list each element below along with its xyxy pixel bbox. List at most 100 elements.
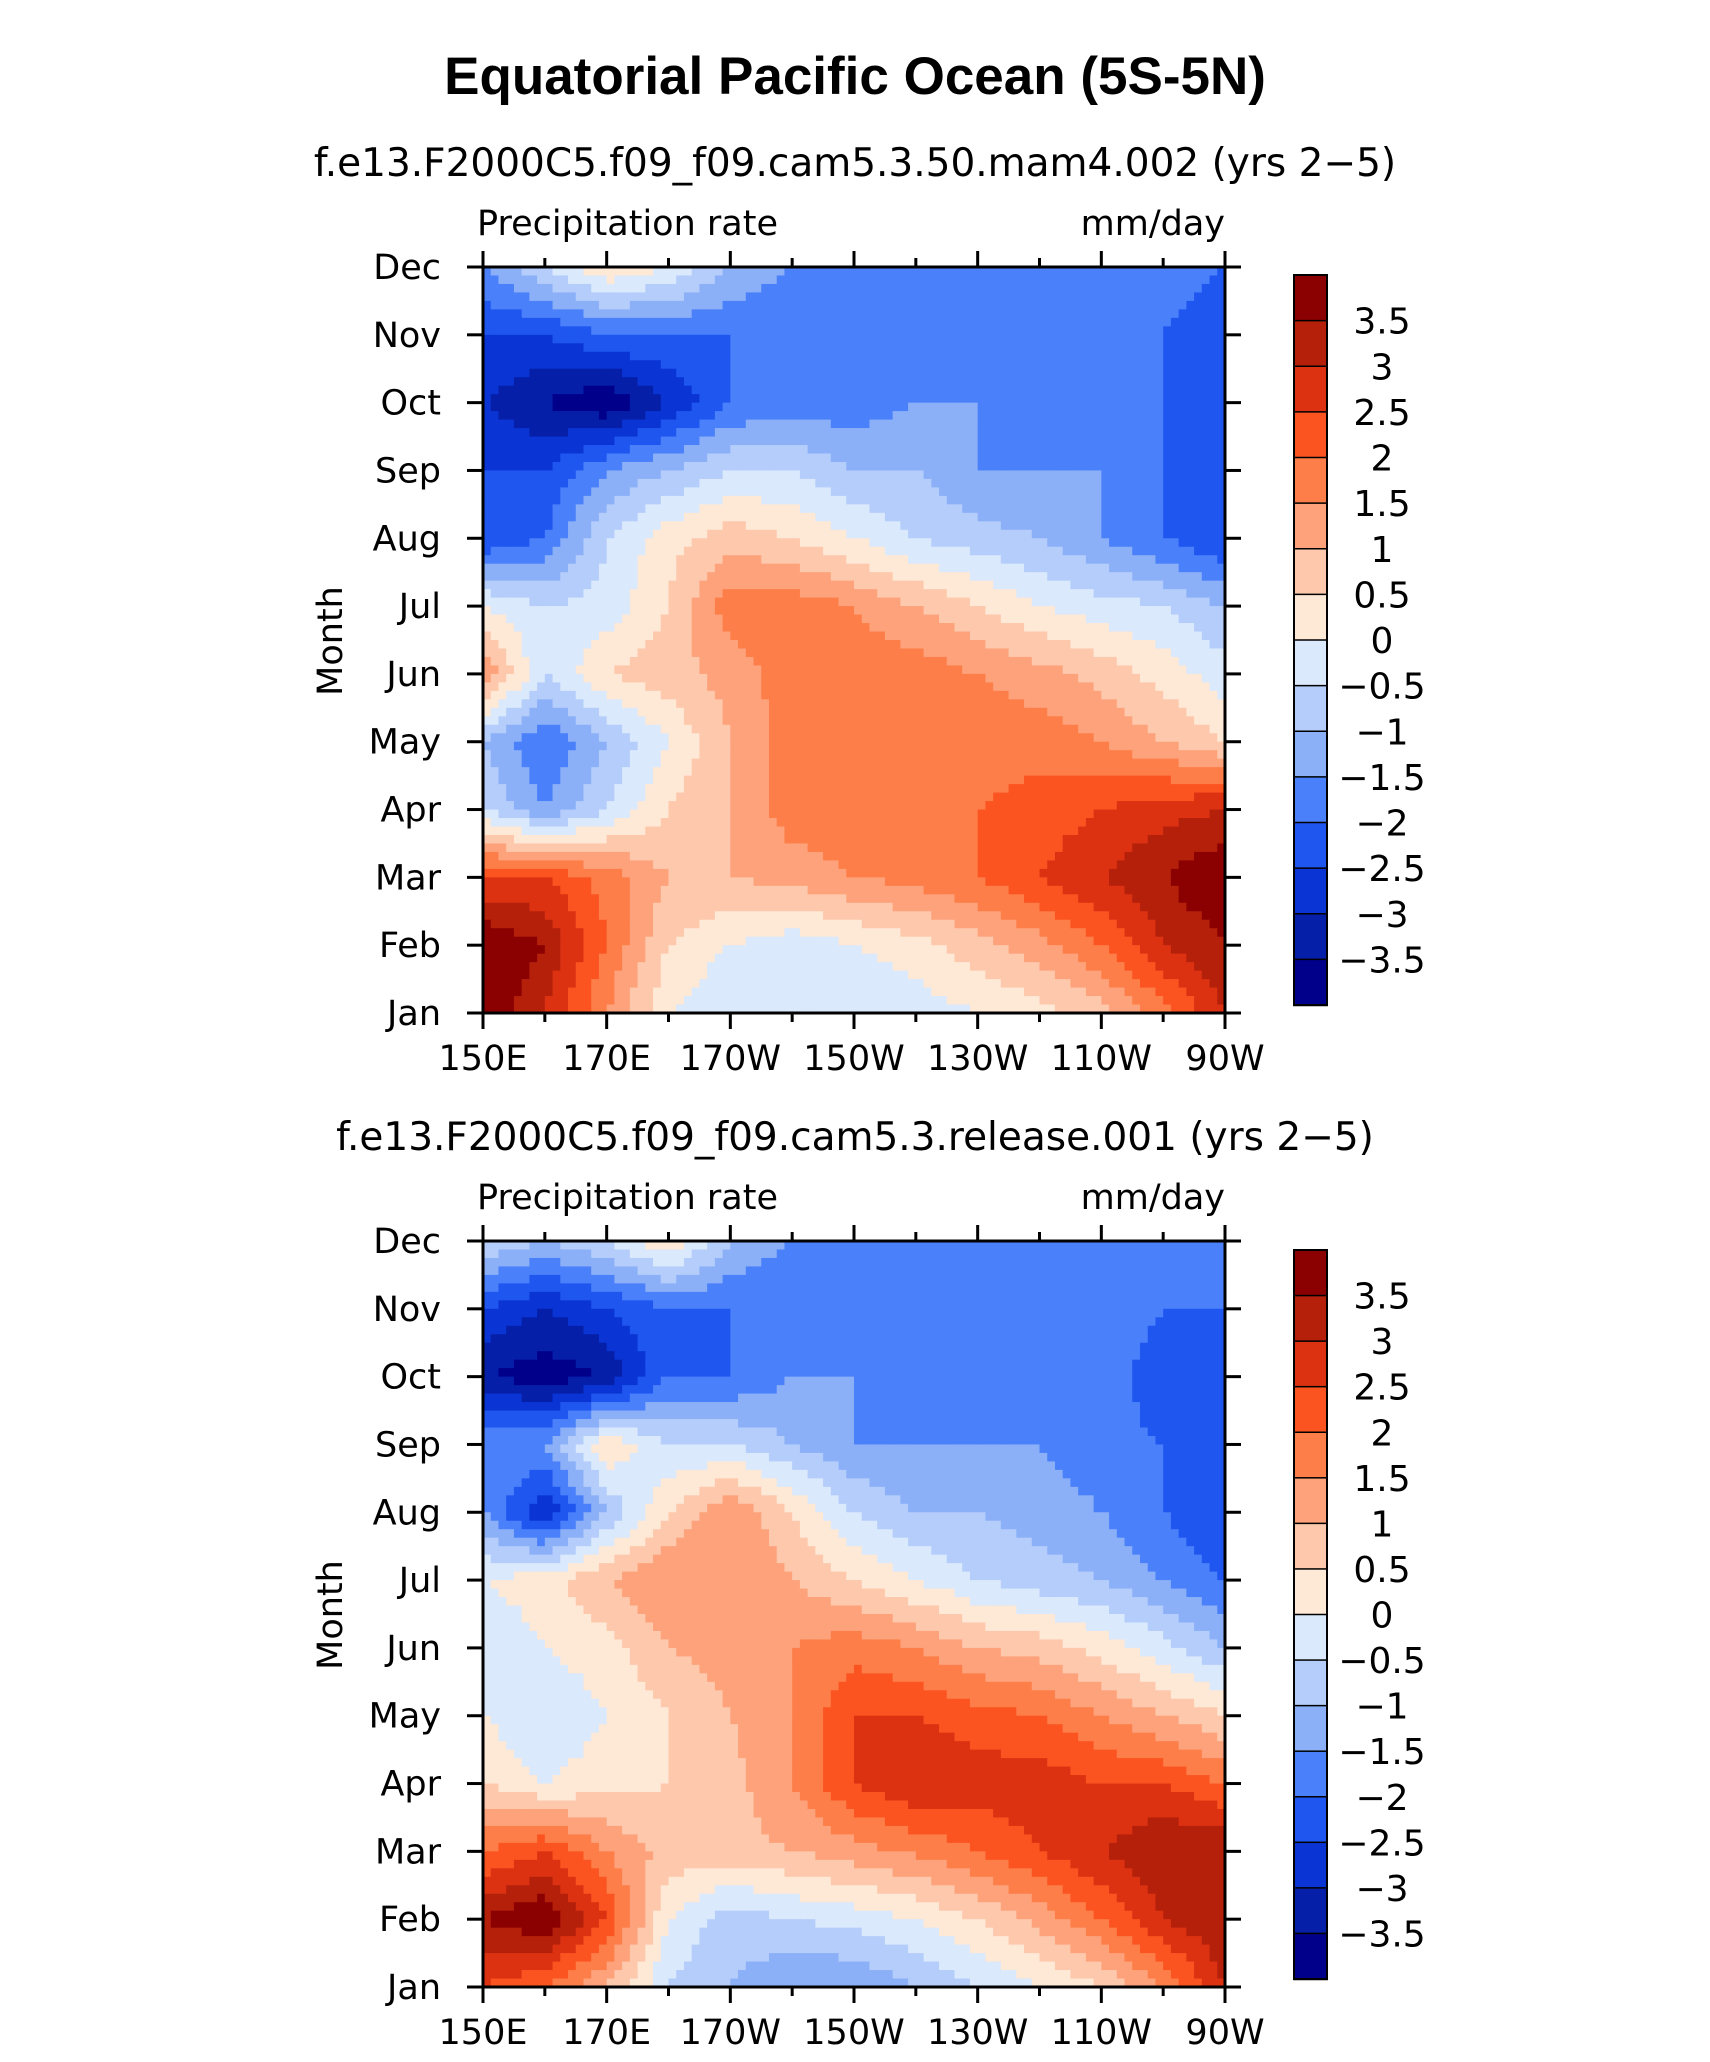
heatmap-cell bbox=[885, 682, 893, 691]
heatmap-cell bbox=[529, 411, 537, 420]
heatmap-cell bbox=[746, 632, 754, 641]
heatmap-cell bbox=[947, 309, 955, 318]
heatmap-cell bbox=[715, 632, 723, 641]
heatmap-cell bbox=[831, 284, 839, 293]
heatmap-cell bbox=[514, 275, 522, 284]
heatmap-cell bbox=[1032, 496, 1040, 505]
heatmap-cell bbox=[1094, 682, 1102, 691]
heatmap-cell bbox=[908, 547, 916, 556]
heatmap-cell bbox=[815, 623, 823, 632]
heatmap-cell bbox=[1101, 513, 1109, 522]
heatmap-cell bbox=[916, 386, 924, 395]
heatmap-cell bbox=[560, 513, 568, 522]
heatmap-cell bbox=[1047, 428, 1055, 437]
heatmap-cell bbox=[553, 352, 561, 361]
heatmap-cell bbox=[854, 479, 862, 488]
heatmap-cell bbox=[1163, 284, 1171, 293]
heatmap-cell bbox=[1155, 301, 1163, 310]
heatmap-cell bbox=[537, 301, 545, 310]
heatmap-cell bbox=[1140, 521, 1148, 530]
heatmap-cell bbox=[529, 377, 537, 386]
heatmap-cell bbox=[846, 674, 854, 683]
heatmap-cell bbox=[792, 699, 800, 708]
heatmap-cell bbox=[808, 606, 816, 615]
heatmap-cell bbox=[723, 428, 731, 437]
heatmap-cell bbox=[529, 420, 537, 429]
heatmap-cell bbox=[661, 428, 669, 437]
heatmap-cell bbox=[808, 513, 816, 522]
heatmap-cell bbox=[985, 479, 993, 488]
heatmap-cell bbox=[730, 564, 738, 573]
heatmap-cell bbox=[545, 326, 553, 335]
heatmap-cell bbox=[506, 648, 514, 657]
heatmap-cell bbox=[1040, 615, 1048, 624]
heatmap-cell bbox=[707, 682, 715, 691]
heatmap-cell bbox=[553, 275, 561, 284]
heatmap-cell bbox=[1155, 665, 1163, 674]
heatmap-cell bbox=[970, 275, 978, 284]
heatmap-cell bbox=[723, 462, 731, 471]
heatmap-cell bbox=[869, 496, 877, 505]
heatmap-cell bbox=[877, 301, 885, 310]
heatmap-cell bbox=[1186, 581, 1194, 590]
heatmap-cell bbox=[885, 428, 893, 437]
heatmap-cell bbox=[746, 691, 754, 700]
heatmap-cell bbox=[1148, 292, 1156, 301]
heatmap-cell bbox=[978, 411, 986, 420]
heatmap-cell bbox=[545, 598, 553, 607]
heatmap-cell bbox=[924, 589, 932, 598]
heatmap-cell bbox=[1155, 657, 1163, 666]
heatmap-cell bbox=[939, 564, 947, 573]
heatmap-cell bbox=[993, 682, 1001, 691]
heatmap-cell bbox=[962, 437, 970, 446]
heatmap-cell bbox=[1086, 420, 1094, 429]
heatmap-cell bbox=[908, 470, 916, 479]
heatmap-cell bbox=[506, 640, 514, 649]
heatmap-cell bbox=[885, 420, 893, 429]
heatmap-cell bbox=[607, 386, 615, 395]
heatmap-cell bbox=[900, 352, 908, 361]
heatmap-cell bbox=[877, 386, 885, 395]
heatmap-cell bbox=[576, 691, 584, 700]
heatmap-cell bbox=[993, 275, 1001, 284]
heatmap-cell bbox=[939, 657, 947, 666]
heatmap-cell bbox=[723, 335, 731, 344]
heatmap-cell bbox=[746, 615, 754, 624]
heatmap-cell bbox=[1032, 538, 1040, 547]
heatmap-cell bbox=[1210, 598, 1218, 607]
heatmap-cell bbox=[638, 292, 646, 301]
heatmap-cell bbox=[599, 275, 607, 284]
heatmap-cell bbox=[1202, 555, 1210, 564]
heatmap-cell bbox=[947, 581, 955, 590]
heatmap-cell bbox=[854, 513, 862, 522]
heatmap-cell bbox=[754, 496, 762, 505]
heatmap-cell bbox=[839, 487, 847, 496]
heatmap-cell bbox=[978, 470, 986, 479]
heatmap-cell bbox=[877, 665, 885, 674]
heatmap-cell bbox=[1032, 530, 1040, 539]
heatmap-cell bbox=[599, 309, 607, 318]
heatmap-cell bbox=[1179, 581, 1187, 590]
heatmap-cell bbox=[1101, 581, 1109, 590]
heatmap-cell bbox=[777, 335, 785, 344]
heatmap-cell bbox=[614, 352, 622, 361]
heatmap-cell bbox=[1070, 589, 1078, 598]
heatmap-cell bbox=[614, 335, 622, 344]
heatmap-cell bbox=[1070, 369, 1078, 378]
heatmap-cell bbox=[754, 411, 762, 420]
heatmap-cell bbox=[607, 369, 615, 378]
heatmap-cell bbox=[746, 682, 754, 691]
heatmap-cell bbox=[1070, 581, 1078, 590]
heatmap-cell bbox=[607, 411, 615, 420]
heatmap-cell bbox=[583, 632, 591, 641]
heatmap-cell bbox=[1016, 691, 1024, 700]
heatmap-cell bbox=[754, 547, 762, 556]
heatmap-cell bbox=[846, 437, 854, 446]
heatmap-cell bbox=[1078, 411, 1086, 420]
heatmap-cell bbox=[885, 564, 893, 573]
heatmap-cell bbox=[1101, 657, 1109, 666]
heatmap-cell bbox=[1070, 437, 1078, 446]
heatmap-cell bbox=[815, 369, 823, 378]
heatmap-cell bbox=[985, 360, 993, 369]
heatmap-cell bbox=[692, 420, 700, 429]
